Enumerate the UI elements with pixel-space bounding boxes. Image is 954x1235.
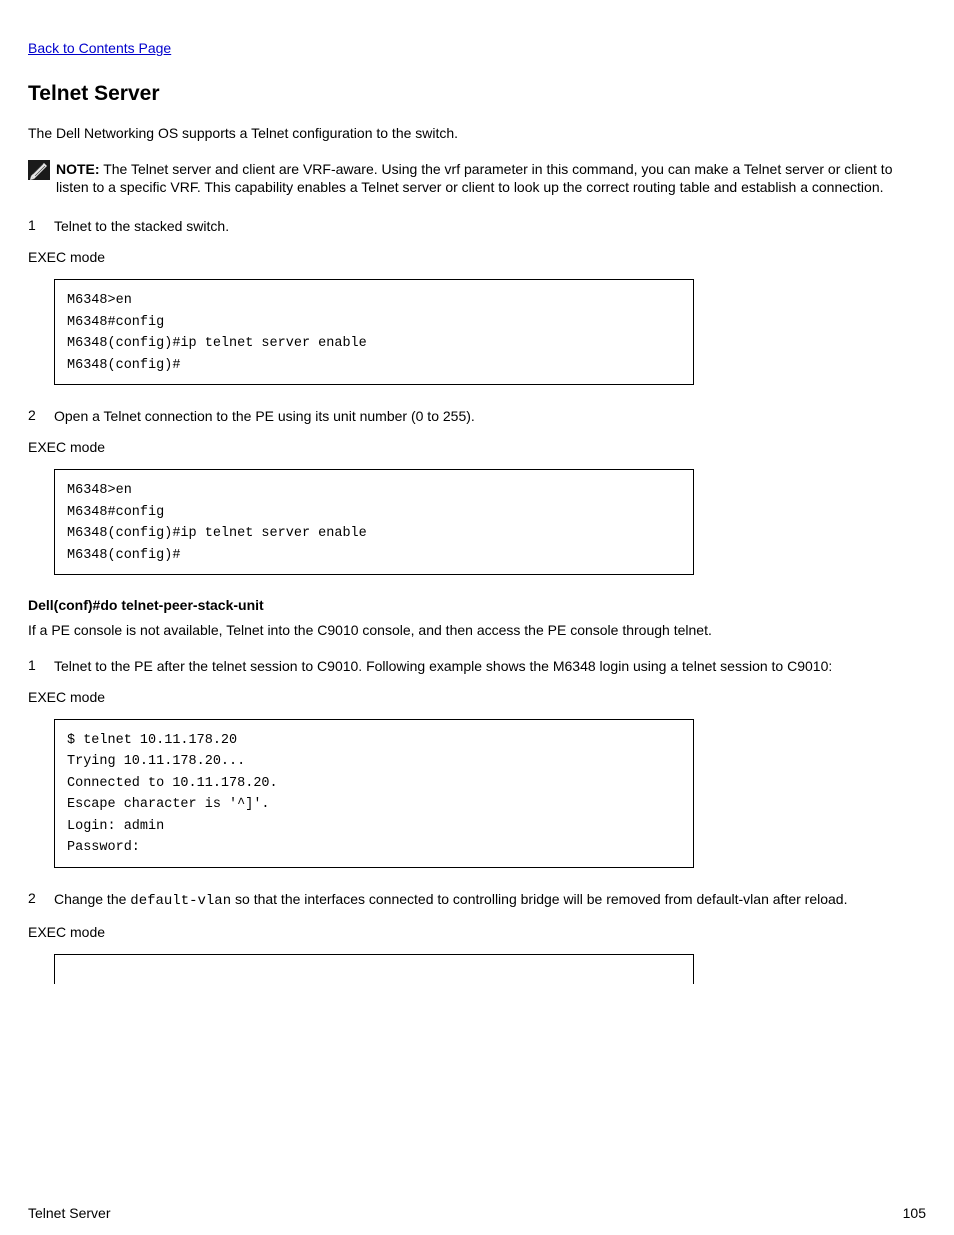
sub-step-2: 2 Change the default-vlan so that the in… <box>28 890 926 912</box>
cmd-box-2: M6348>en M6348#config M6348(config)#ip t… <box>54 469 694 575</box>
step-text-mono: default-vlan <box>130 893 231 909</box>
note-block: NOTE: The Telnet server and client are V… <box>28 160 926 198</box>
note-label: NOTE: <box>56 161 100 177</box>
cmd-line: M6348(config)#ip telnet server enable <box>67 336 367 351</box>
cmd-box-3: $ telnet 10.11.178.20 Trying 10.11.178.2… <box>54 719 694 869</box>
step-text: Telnet to the PE after the telnet sessio… <box>54 657 832 677</box>
step-1: 1 Telnet to the stacked switch. <box>28 217 926 237</box>
cmd-line: $ telnet 10.11.178.20 <box>67 733 237 748</box>
cmd-line: M6348>en <box>67 293 132 308</box>
step-text: Open a Telnet connection to the PE using… <box>54 407 475 427</box>
cmd-line: M6348(config)# <box>67 548 180 563</box>
step-number: 1 <box>28 217 54 237</box>
cmd-line: M6348#config <box>67 505 164 520</box>
cmd-line: Trying 10.11.178.20... <box>67 754 245 769</box>
cmd-mode-label: EXEC mode <box>28 689 926 705</box>
cmd-mode-label: EXEC mode <box>28 249 926 265</box>
cmd-line: Escape character is '^]'. <box>67 797 270 812</box>
cmd-line: M6348>en <box>67 483 132 498</box>
cmd-box-1: M6348>en M6348#config M6348(config)#ip t… <box>54 279 694 385</box>
footer-left: Telnet Server <box>28 1205 110 1221</box>
step-number: 2 <box>28 890 54 912</box>
step-number: 2 <box>28 407 54 427</box>
step-text-pre: Change the <box>54 891 130 907</box>
step-text: Telnet to the stacked switch. <box>54 217 229 237</box>
back-to-contents-link[interactable]: Back to Contents Page <box>28 40 171 56</box>
sub-step-1: 1 Telnet to the PE after the telnet sess… <box>28 657 926 677</box>
step-2: 2 Open a Telnet connection to the PE usi… <box>28 407 926 427</box>
intro-paragraph: The Dell Networking OS supports a Telnet… <box>28 124 926 144</box>
step-number: 1 <box>28 657 54 677</box>
cmd-line: Password: <box>67 840 140 855</box>
cmd-line: Login: admin <box>67 819 164 834</box>
footer-page-number: 105 <box>903 1205 926 1221</box>
cmd-mode-label: EXEC mode <box>28 924 926 940</box>
cmd-line: M6348(config)#ip telnet server enable <box>67 526 367 541</box>
note-icon <box>28 160 50 180</box>
step-text-post: so that the interfaces connected to cont… <box>231 891 847 907</box>
cmd-mode-label: EXEC mode <box>28 439 926 455</box>
cmd-line: Connected to 10.11.178.20. <box>67 776 278 791</box>
note-text: NOTE: The Telnet server and client are V… <box>56 160 926 198</box>
page-footer: Telnet Server 105 <box>28 1205 926 1221</box>
subsection-paragraph: If a PE console is not available, Telnet… <box>28 621 926 641</box>
cmd-line: M6348(config)# <box>67 358 180 373</box>
cmd-box-4 <box>54 954 694 984</box>
cmd-line: M6348#config <box>67 315 164 330</box>
page-heading: Telnet Server <box>28 82 926 106</box>
subsection-title: Dell(conf)#do telnet-peer-stack-unit <box>28 597 926 613</box>
note-body: The Telnet server and client are VRF-awa… <box>56 161 893 196</box>
step-text: Change the default-vlan so that the inte… <box>54 890 847 912</box>
